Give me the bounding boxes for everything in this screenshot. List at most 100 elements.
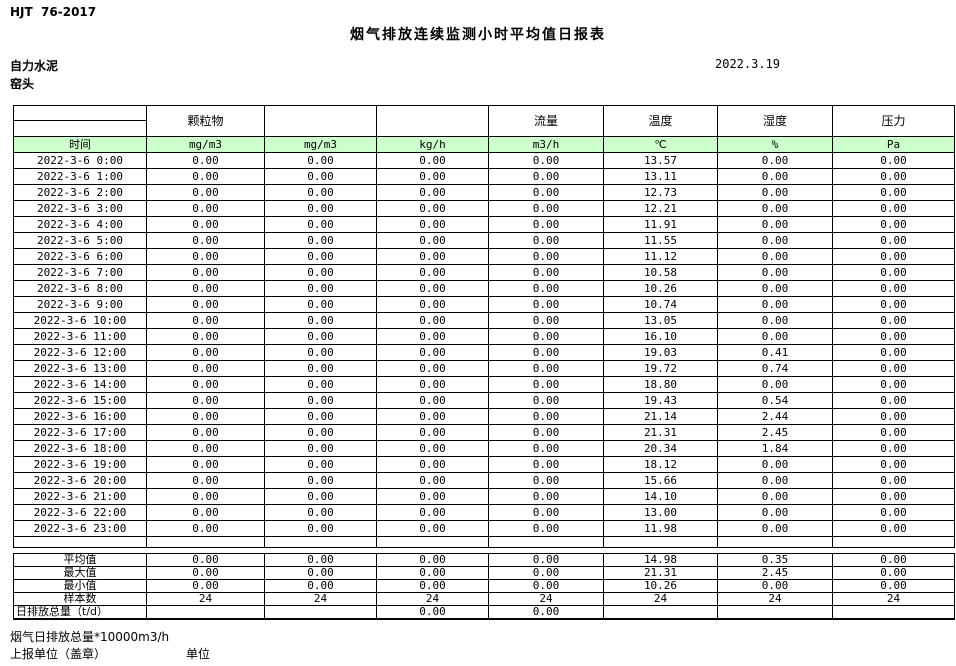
- value-cell: 0.00: [717, 472, 833, 489]
- value-cell: 0.00: [832, 376, 955, 393]
- time-cell: 2022-3-6 9:00: [13, 296, 147, 313]
- footer-note: 烟气日排放总量*10000m3/h: [10, 630, 170, 644]
- summary-value-cell: 0.00: [832, 566, 955, 580]
- value-cell: 0.00: [264, 504, 377, 521]
- value-cell: 13.11: [603, 168, 718, 185]
- value-cell: 0.00: [264, 152, 377, 169]
- value-cell: 0.00: [488, 424, 604, 441]
- value-cell: 0.00: [264, 392, 377, 409]
- value-cell: 0.00: [376, 312, 489, 329]
- monitoring-table: 颗粒物 流量 温度 湿度 压力 时间 mg/m3 mg/m3 kg/h m3/h…: [13, 105, 955, 620]
- value-cell: 14.10: [603, 488, 718, 505]
- summary-value-cell: 0.00: [146, 553, 265, 567]
- value-cell: 0.00: [832, 360, 955, 377]
- summary-value-cell: 24: [488, 592, 604, 606]
- value-cell: 11.98: [603, 520, 718, 537]
- summary-value-cell: [264, 605, 377, 620]
- summary-value-cell: 0.00: [264, 553, 377, 567]
- unit-cell-kgh: kg/h: [376, 136, 489, 153]
- value-cell: 0.00: [488, 168, 604, 185]
- value-cell: 0.00: [146, 280, 265, 297]
- value-cell: 0.00: [376, 440, 489, 457]
- summary-value-cell: 24: [717, 592, 833, 606]
- time-cell: 2022-3-6 2:00: [13, 184, 147, 201]
- time-cell: 2022-3-6 15:00: [13, 392, 147, 409]
- data-row: 2022-3-6 5:00 0.00 0.00 0.00 0.00 11.55 0.00 0.…: [13, 232, 955, 249]
- company-name: 自力水泥: [10, 59, 59, 73]
- standard-code: HJT 76-2017: [10, 5, 97, 19]
- summary-value-cell: [603, 605, 718, 620]
- value-cell: 21.14: [603, 408, 718, 425]
- time-cell: 2022-3-6 13:00: [13, 360, 147, 377]
- value-cell: 0.00: [488, 456, 604, 473]
- unit-cell-mgm3-1: mg/m3: [146, 136, 265, 153]
- value-cell: 0.00: [264, 344, 377, 361]
- report-date: 2022.3.19: [715, 57, 781, 71]
- value-cell: 0.00: [717, 216, 833, 233]
- summary-value-cell: 0.00: [376, 579, 489, 593]
- summary-value-cell: 2.45: [717, 566, 833, 580]
- time-cell: 2022-3-6 19:00: [13, 456, 147, 473]
- data-row: 2022-3-6 11:00 0.00 0.00 0.00 0.00 16.10 0.00 0…: [13, 328, 955, 345]
- value-cell: 0.00: [146, 440, 265, 457]
- value-cell: 0.00: [146, 504, 265, 521]
- value-cell: 0.00: [376, 184, 489, 201]
- value-cell: 11.12: [603, 248, 718, 265]
- value-cell: 19.03: [603, 344, 718, 361]
- value-cell: 0.00: [146, 296, 265, 313]
- value-cell: 12.73: [603, 184, 718, 201]
- separator-cell: [603, 536, 718, 548]
- value-cell: 0.00: [717, 264, 833, 281]
- time-cell: 2022-3-6 10:00: [13, 312, 147, 329]
- time-cell: 2022-3-6 22:00: [13, 504, 147, 521]
- value-cell: 0.00: [264, 296, 377, 313]
- value-cell: 0.00: [376, 328, 489, 345]
- value-cell: 0.00: [146, 360, 265, 377]
- value-cell: 0.00: [832, 200, 955, 217]
- value-cell: 18.12: [603, 456, 718, 473]
- value-cell: 0.00: [376, 392, 489, 409]
- summary-row: 样本数 24 24 24 24 24 24 24: [13, 592, 955, 606]
- value-cell: 0.00: [264, 408, 377, 425]
- value-cell: 13.57: [603, 152, 718, 169]
- summary-label-cell: 日排放总量（t/d）: [13, 605, 147, 620]
- value-cell: 19.43: [603, 392, 718, 409]
- group-header-empty-2: [376, 105, 489, 137]
- value-cell: 0.00: [146, 392, 265, 409]
- group-header-humidity: 湿度: [717, 105, 833, 137]
- summary-row: 最小值 0.00 0.00 0.00 0.00 10.26 0.00 0.00: [13, 579, 955, 593]
- value-cell: 0.00: [717, 312, 833, 329]
- value-cell: 0.00: [717, 296, 833, 313]
- summary-value-cell: 0.00: [488, 579, 604, 593]
- summary-value-cell: 24: [603, 592, 718, 606]
- separator-cell: [264, 536, 377, 548]
- value-cell: 0.00: [488, 264, 604, 281]
- value-cell: 0.00: [832, 280, 955, 297]
- time-cell: 2022-3-6 7:00: [13, 264, 147, 281]
- time-cell: 2022-3-6 18:00: [13, 440, 147, 457]
- data-row: 2022-3-6 10:00 0.00 0.00 0.00 0.00 13.05 0.00 0…: [13, 312, 955, 329]
- summary-value-cell: 0.00: [146, 566, 265, 580]
- summary-value-cell: [146, 605, 265, 620]
- time-cell: 2022-3-6 17:00: [13, 424, 147, 441]
- summary-value-cell: 0.00: [488, 605, 604, 620]
- value-cell: 2.45: [717, 424, 833, 441]
- value-cell: 0.00: [488, 312, 604, 329]
- value-cell: 0.00: [146, 264, 265, 281]
- data-row: 2022-3-6 23:00 0.00 0.00 0.00 0.00 11.98 0.00 0…: [13, 520, 955, 537]
- summary-value-cell: 0.00: [488, 553, 604, 567]
- summary-value-cell: 24: [146, 592, 265, 606]
- group-header-particulate: 颗粒物: [146, 105, 265, 137]
- summary-value-cell: 14.98: [603, 553, 718, 567]
- summary-label-cell: 平均值: [13, 553, 147, 567]
- data-row: 2022-3-6 0:00 0.00 0.00 0.00 0.00 13.57 0.00 0.…: [13, 152, 955, 169]
- data-row: 2022-3-6 12:00 0.00 0.00 0.00 0.00 19.03 0.41 0…: [13, 344, 955, 361]
- value-cell: 0.00: [832, 440, 955, 457]
- value-cell: 0.00: [146, 152, 265, 169]
- summary-row: 平均值 0.00 0.00 0.00 0.00 14.98 0.35 0.00: [13, 553, 955, 567]
- value-cell: 0.00: [717, 280, 833, 297]
- value-cell: 0.00: [146, 184, 265, 201]
- value-cell: 0.00: [832, 216, 955, 233]
- time-cell: 2022-3-6 14:00: [13, 376, 147, 393]
- value-cell: 10.26: [603, 280, 718, 297]
